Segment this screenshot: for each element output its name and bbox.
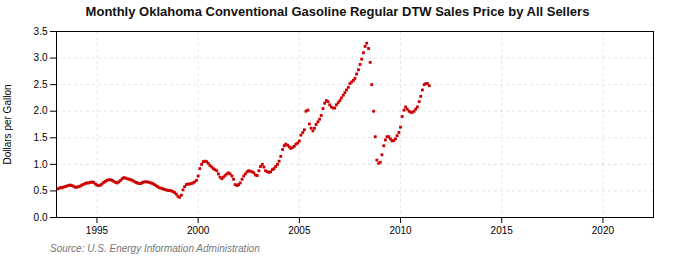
svg-text:3.0: 3.0 (34, 52, 48, 63)
svg-text:2010: 2010 (389, 225, 412, 236)
svg-text:1995: 1995 (86, 225, 109, 236)
svg-text:0.5: 0.5 (34, 185, 48, 196)
svg-text:2.5: 2.5 (34, 79, 48, 90)
svg-text:2020: 2020 (592, 225, 615, 236)
svg-text:1.0: 1.0 (34, 159, 48, 170)
svg-text:2005: 2005 (288, 225, 311, 236)
svg-text:Dollars per Gallon: Dollars per Gallon (2, 84, 13, 164)
svg-text:2015: 2015 (491, 225, 514, 236)
html-text:Monthly Oklahoma Conventional: Monthly Oklahoma Conventional Gasoline R… (85, 4, 590, 19)
svg-text:1.5: 1.5 (34, 132, 48, 143)
html-text:Source: U.S. Energy Informatio: Source: U.S. Energy Information Administ… (50, 243, 260, 254)
svg-text:0.0: 0.0 (34, 212, 48, 223)
svg-text:2.0: 2.0 (34, 105, 48, 116)
svg-text:2000: 2000 (187, 225, 210, 236)
svg-text:3.5: 3.5 (34, 26, 48, 37)
